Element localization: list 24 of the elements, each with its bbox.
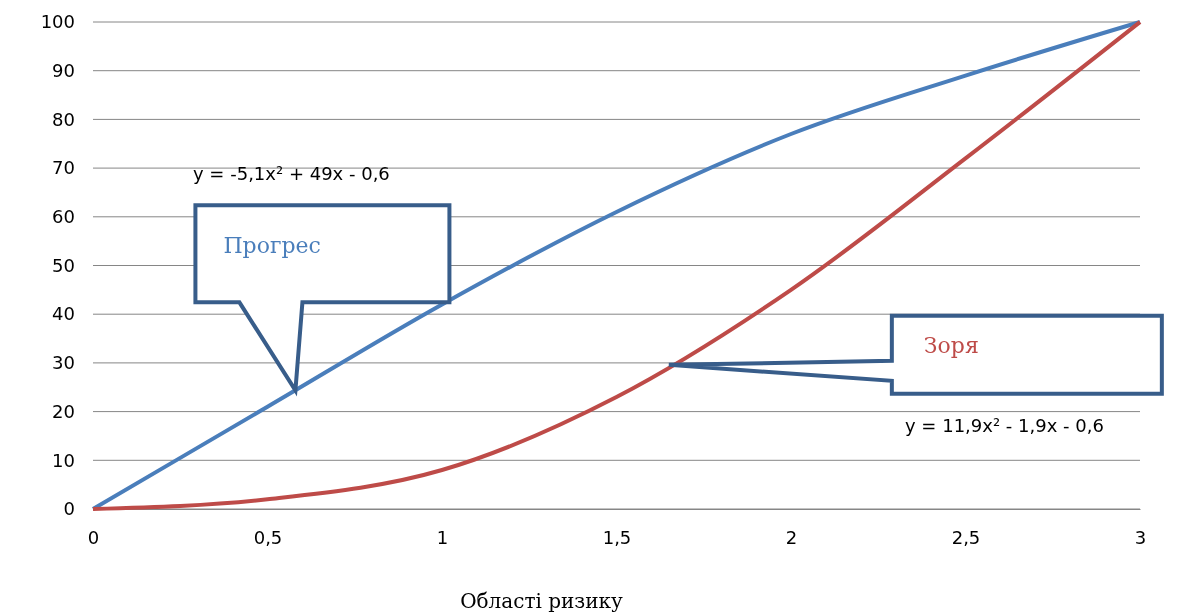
y-tick-label: 30 bbox=[52, 352, 75, 374]
x-tick-label: 3 bbox=[1134, 526, 1147, 548]
x-tick-label: 0,5 bbox=[253, 526, 283, 548]
x-axis-title: Області ризику bbox=[460, 589, 624, 613]
annotation: y = -5,1x² + 49x - 0,6 bbox=[193, 163, 390, 184]
x-tick-label: 2 bbox=[785, 526, 798, 548]
y-tick-label: 90 bbox=[52, 59, 75, 81]
y-tick-label: 40 bbox=[52, 303, 75, 325]
y-tick-label: 20 bbox=[52, 400, 75, 422]
y-tick-label: 50 bbox=[52, 254, 75, 276]
y-tick-label: 100 bbox=[40, 11, 75, 33]
line-series bbox=[91, 20, 1142, 511]
y-tick-label: 70 bbox=[52, 157, 75, 179]
text: Прогрес bbox=[223, 233, 321, 259]
x-tick-label: 2,5 bbox=[951, 526, 981, 548]
y-tick-label: 60 bbox=[52, 206, 75, 228]
x-tick-label: 1 bbox=[436, 526, 449, 548]
annotation: y = 11,9x² - 1,9x - 0,6 bbox=[905, 415, 1104, 436]
x-tick-label: 1,5 bbox=[602, 526, 632, 548]
y-tick-label: 0 bbox=[63, 498, 75, 520]
text: Зоря bbox=[923, 332, 979, 358]
x-tick-label: 0 bbox=[87, 526, 100, 548]
y-tick-label: 10 bbox=[52, 449, 75, 471]
y-tick-label: 80 bbox=[52, 108, 75, 130]
